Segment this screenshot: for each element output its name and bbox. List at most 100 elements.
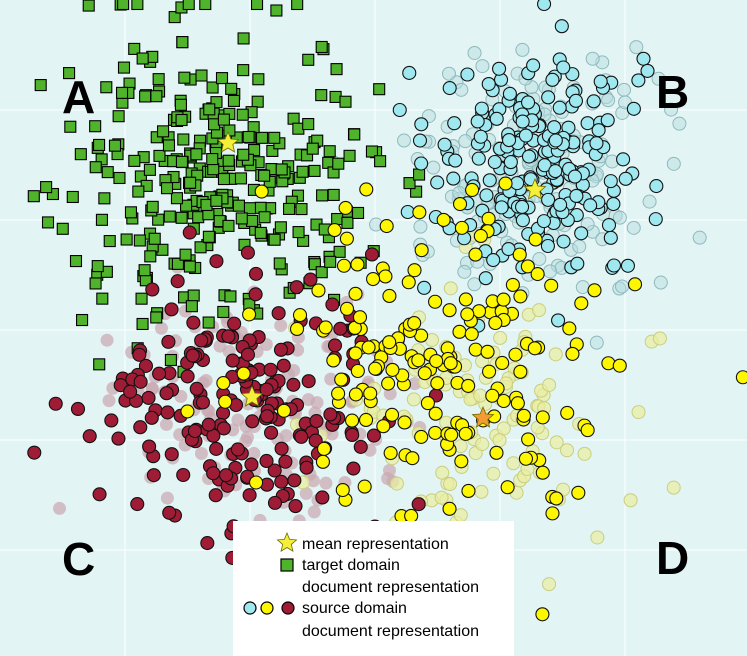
point-red-9 (189, 381, 204, 396)
point-blue-130 (616, 152, 631, 167)
point-red-197 (294, 429, 309, 444)
point-target-294 (206, 153, 219, 166)
point-yellow-68 (428, 294, 443, 309)
point-red-134 (209, 441, 224, 456)
point-target-232 (146, 200, 159, 213)
point-red-109 (201, 417, 216, 432)
point-blue-132 (503, 155, 518, 170)
point-target-304 (351, 206, 365, 220)
point-target-284 (235, 212, 248, 225)
point-yellow-141 (443, 356, 458, 371)
faint-point-b-117 (467, 277, 482, 292)
point-target-266 (101, 166, 114, 179)
faint-point-d-79 (443, 281, 458, 296)
faint-point-d-109 (590, 530, 605, 545)
point-blue-151 (521, 149, 537, 164)
point-yellow-166 (368, 361, 383, 376)
point-yellow-108 (442, 303, 457, 318)
point-target-217 (234, 172, 248, 185)
point-yellow-30 (571, 485, 586, 500)
faint-point-b-95 (626, 220, 641, 235)
legend-circle-red-icon (281, 601, 295, 615)
point-yellow-63 (376, 419, 391, 434)
point-blue-214 (548, 133, 563, 148)
point-blue-180 (567, 169, 582, 184)
point-blue-207 (414, 117, 429, 132)
faint-point-b-91 (585, 51, 600, 66)
point-blue-140 (520, 95, 536, 110)
point-yellow-113 (430, 376, 445, 391)
faint-point-d-78 (492, 433, 507, 448)
point-yellow-155 (482, 364, 497, 379)
point-yellow-163 (565, 346, 580, 361)
point-red-82 (133, 420, 148, 435)
point-yellow-180 (458, 426, 473, 441)
point-target-218 (343, 149, 356, 162)
point-target-15 (410, 185, 423, 198)
point-blue-205 (489, 111, 504, 126)
point-target-159 (162, 139, 176, 152)
point-yellow-138 (530, 267, 545, 282)
point-yellow-114 (345, 413, 360, 428)
point-target-154 (89, 161, 102, 174)
mean-star-d (471, 405, 495, 428)
point-yellow-172 (420, 396, 435, 411)
point-red-151 (274, 474, 289, 489)
point-target-93 (316, 189, 329, 202)
point-red-105 (286, 377, 301, 392)
faint-point-c-58 (408, 377, 422, 391)
point-yellow-161 (366, 271, 381, 287)
point-target-311 (103, 234, 116, 248)
point-red-60 (287, 473, 302, 488)
point-blue-143 (473, 129, 488, 144)
faint-point-d-20 (474, 484, 489, 499)
point-target-314 (175, 155, 189, 168)
point-target-248 (222, 219, 235, 232)
faint-point-d-58 (542, 377, 557, 392)
faint-point-b-142 (454, 82, 469, 97)
point-red-138 (299, 460, 314, 475)
point-target-316 (178, 71, 191, 84)
point-yellow-126 (464, 327, 479, 342)
point-target-54 (330, 63, 343, 76)
point-target-300 (236, 108, 249, 121)
point-target-274 (295, 202, 308, 216)
point-target-293 (40, 181, 53, 194)
point-target-251 (243, 202, 257, 215)
point-blue-35 (649, 179, 664, 194)
point-yellow-154 (444, 427, 459, 442)
point-red-196 (160, 405, 175, 420)
point-blue-127 (606, 196, 621, 212)
point-yellow-122 (496, 292, 511, 307)
point-blue-165 (537, 0, 552, 12)
point-red-121 (27, 445, 42, 460)
faint-point-b-69 (629, 40, 644, 55)
point-blue-211 (568, 93, 583, 108)
faint-point-c-116 (199, 374, 213, 388)
point-yellow-78 (520, 259, 535, 274)
point-target-303 (199, 0, 212, 11)
point-blue-190 (600, 113, 615, 128)
point-blue-86 (437, 137, 452, 152)
point-target-216 (224, 290, 237, 303)
faint-point-b-123 (642, 194, 657, 209)
point-yellow-117 (468, 247, 483, 262)
point-yellow-2 (512, 247, 527, 262)
point-target-100 (117, 0, 130, 11)
point-target-252 (339, 95, 352, 108)
point-blue-48 (554, 19, 569, 34)
point-yellow-118 (412, 205, 427, 220)
point-red-26 (48, 396, 63, 411)
point-target-177 (327, 188, 340, 201)
point-target-46 (174, 98, 187, 111)
point-blue-168 (541, 90, 556, 105)
faint-point-c-93 (307, 505, 321, 519)
point-target-261 (139, 90, 152, 103)
mean-star-c (240, 384, 264, 407)
point-blue-179 (548, 164, 563, 179)
point-yellow-183 (489, 445, 504, 460)
point-target-76 (273, 257, 286, 270)
legend-circle-blue-icon (243, 601, 257, 615)
point-yellow-77 (481, 211, 496, 226)
point-red-87 (70, 401, 86, 417)
